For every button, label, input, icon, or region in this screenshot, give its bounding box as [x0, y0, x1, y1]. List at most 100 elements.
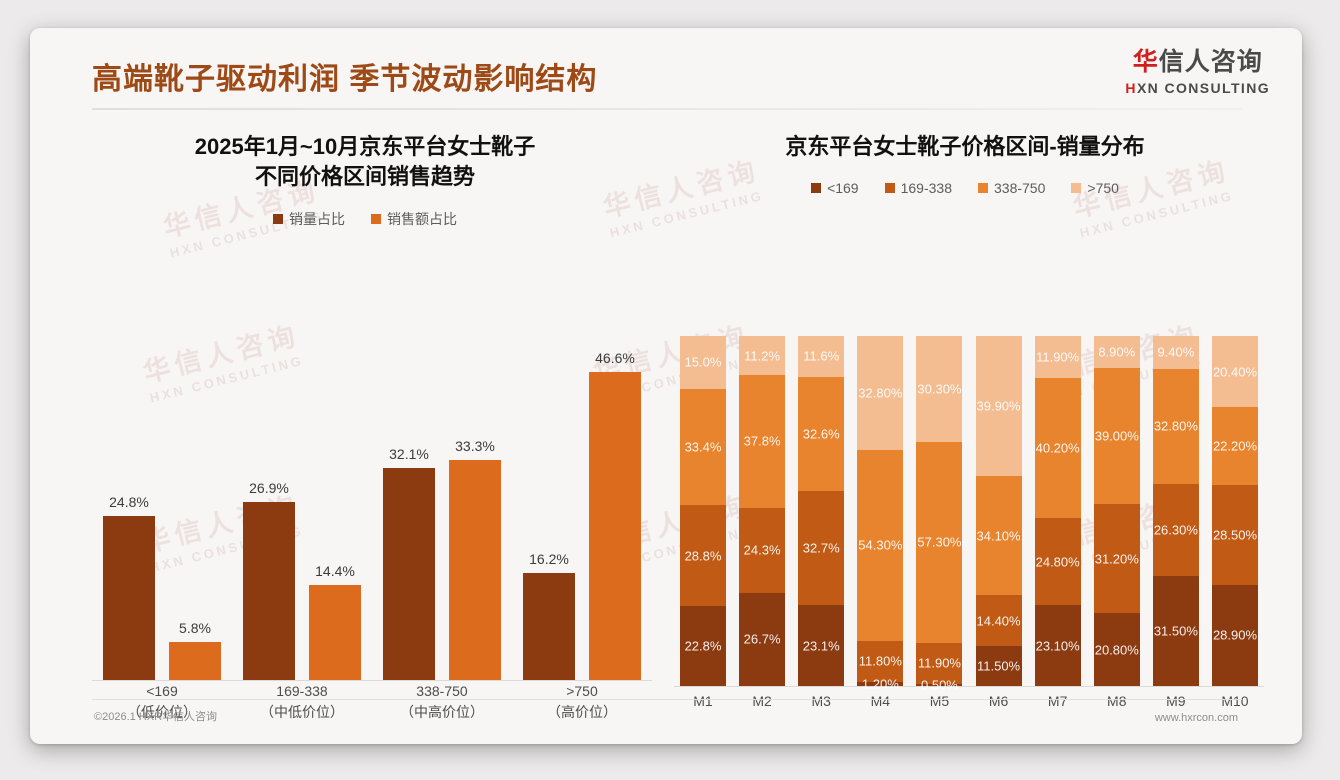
left-chart-bar-groups: 24.8% 5.8% 26.9% 14.4% 32.1% 33.3% 16.2% 46.6%: [92, 322, 652, 680]
stack-segment[interactable]: 8.90%: [1093, 336, 1140, 368]
category-label: M4: [870, 693, 891, 709]
stack-segment[interactable]: 34.10%: [975, 476, 1022, 596]
stack-segment[interactable]: 11.6%: [798, 336, 845, 377]
stack-segment-label: 57.30%: [917, 534, 962, 550]
stack-segment[interactable]: 11.90%: [1034, 336, 1081, 378]
stack-segment[interactable]: 11.50%: [975, 645, 1022, 686]
bar-value-label: 26.9%: [249, 480, 289, 497]
footer-copyright: ©2026.1 HXR华信人咨询: [94, 711, 218, 723]
bar-wrapper: 46.6%: [589, 322, 641, 680]
category-label: M10: [1221, 693, 1249, 709]
stack-segment[interactable]: 26.30%: [1152, 483, 1199, 576]
stacked-column: 30.30% 57.30% 11.90% 0.50%: [916, 307, 963, 693]
legend-item[interactable]: 销售额占比: [371, 209, 457, 229]
legend-swatch-icon: [1071, 182, 1082, 193]
stack-segment[interactable]: 1.20%: [857, 676, 904, 691]
stack-segment-label: 32.7%: [802, 540, 840, 556]
stack-segment[interactable]: 9.40%: [1152, 336, 1199, 369]
bar-wrapper: 24.8%: [103, 322, 155, 680]
stack-segment[interactable]: 28.8%: [680, 505, 726, 607]
bar-wrapper: 33.3%: [449, 322, 501, 680]
bar[interactable]: [103, 516, 155, 680]
stack-segment-label: 39.90%: [976, 398, 1021, 414]
stack-segment[interactable]: 11.2%: [739, 336, 786, 376]
stacked-column: 20.40% 22.20% 28.50% 28.90%: [1211, 307, 1258, 686]
legend-item[interactable]: 销量占比: [273, 209, 345, 229]
stack-segment[interactable]: 31.20%: [1093, 504, 1140, 614]
stack-segment[interactable]: 23.1%: [798, 605, 845, 686]
stack-segment[interactable]: 32.80%: [857, 335, 904, 451]
stacked-column: 11.90% 40.20% 24.80% 23.10%: [1034, 307, 1081, 686]
logo-chinese-text: 华信人咨询: [1125, 50, 1270, 75]
legend-item[interactable]: 338-750: [978, 180, 1045, 196]
stack-segment[interactable]: 22.20%: [1211, 407, 1258, 486]
bar[interactable]: [523, 573, 575, 680]
stack-segment[interactable]: 32.7%: [798, 490, 845, 606]
stack-segment[interactable]: 57.30%: [916, 442, 963, 643]
category-label: 338-750 （中高价位）: [380, 681, 503, 727]
stack-segment[interactable]: 14.40%: [975, 595, 1022, 646]
stack-segment[interactable]: 28.50%: [1211, 485, 1258, 585]
stack-segment-label: 37.8%: [743, 433, 781, 449]
bar-value-label: 46.6%: [595, 350, 635, 367]
stack-segment-label: 31.50%: [1153, 623, 1198, 639]
category-name: 169-338: [276, 683, 328, 699]
right-chart-legend: <169 169-338 338-750 >750: [660, 180, 1270, 196]
stack-segment[interactable]: 23.10%: [1034, 605, 1081, 686]
category-label: M6: [988, 693, 1009, 709]
stack-segment[interactable]: 0.50%: [916, 678, 963, 693]
stack-segment-label: 54.30%: [858, 537, 903, 553]
stack-segment[interactable]: 33.4%: [680, 388, 726, 506]
stack-segment[interactable]: 40.20%: [1034, 377, 1081, 519]
left-chart-category-labels: <169 （低价位） 169-338 （中低价位） 338-750 （中高价位） >750 （…: [92, 681, 652, 727]
left-chart-panel: 2025年1月~10月京东平台女士靴子 不同价格区间销售趋势 销量占比 销售额占比…: [70, 132, 660, 720]
stack-segment[interactable]: 22.8%: [680, 606, 726, 686]
stack-segment-label: 24.3%: [743, 542, 781, 558]
stack-segment-label: 1.20%: [861, 676, 899, 692]
slide-card: 华信人咨询 HXN CONSULTING 华信人咨询 HXN CONSULTIN…: [30, 28, 1302, 744]
stack-segment[interactable]: 32.6%: [798, 376, 845, 491]
stack-segment[interactable]: 37.8%: [739, 375, 786, 508]
bar[interactable]: [309, 584, 361, 680]
stack-segment[interactable]: 30.30%: [916, 336, 963, 443]
stack-segment[interactable]: 24.80%: [1034, 518, 1081, 606]
stack-segment[interactable]: 11.90%: [916, 642, 963, 685]
bar[interactable]: [449, 460, 501, 680]
stack-segment[interactable]: 39.90%: [975, 336, 1022, 477]
bar[interactable]: [243, 502, 295, 680]
logo-en-accent-char: H: [1125, 80, 1137, 96]
stack-segment-label: 11.80%: [858, 653, 902, 669]
stack-segment-label: 11.50%: [976, 658, 1021, 674]
stacked-column: 11.6% 32.6% 32.7% 23.1%: [798, 307, 845, 686]
legend-swatch-icon: [978, 182, 988, 193]
stack-segment[interactable]: 39.00%: [1093, 367, 1140, 505]
stack-segment[interactable]: 26.7%: [739, 592, 786, 686]
bar[interactable]: [169, 641, 221, 680]
stack-segment-label: 23.10%: [1035, 638, 1080, 654]
stack-segment[interactable]: 28.90%: [1211, 584, 1258, 686]
stack-segment[interactable]: 20.80%: [1093, 613, 1140, 686]
stacked-column: 32.80% 54.30% 11.80% 1.20%: [857, 307, 904, 691]
legend-label: 338-750: [994, 179, 1046, 196]
stack-segment[interactable]: 15.0%: [680, 336, 726, 389]
category-label: 169-338 （中低价位）: [240, 681, 363, 727]
bar-wrapper: 5.8%: [169, 322, 221, 680]
stack-segment[interactable]: 20.40%: [1211, 336, 1258, 408]
bar[interactable]: [383, 468, 435, 680]
bar-wrapper: 16.2%: [523, 322, 575, 680]
bar[interactable]: [589, 372, 641, 680]
legend-item[interactable]: >750: [1071, 180, 1119, 196]
stack-segment[interactable]: 24.3%: [739, 507, 786, 593]
stack-segment-label: 15.0%: [684, 354, 722, 370]
stack-segment[interactable]: 32.80%: [1152, 368, 1199, 484]
stack-segment-label: 28.50%: [1212, 527, 1258, 543]
legend-item[interactable]: 169-338: [884, 180, 952, 196]
stack-segment-label: 14.40%: [976, 613, 1021, 629]
stack-segment-label: 28.8%: [684, 548, 722, 564]
stack-segment[interactable]: 31.50%: [1152, 575, 1199, 686]
stack-segment[interactable]: 11.80%: [857, 640, 904, 682]
legend-item[interactable]: <169: [811, 180, 859, 196]
legend-swatch-icon: [884, 182, 895, 193]
stack-segment[interactable]: 54.30%: [857, 450, 904, 641]
legend-label: >750: [1087, 179, 1119, 196]
